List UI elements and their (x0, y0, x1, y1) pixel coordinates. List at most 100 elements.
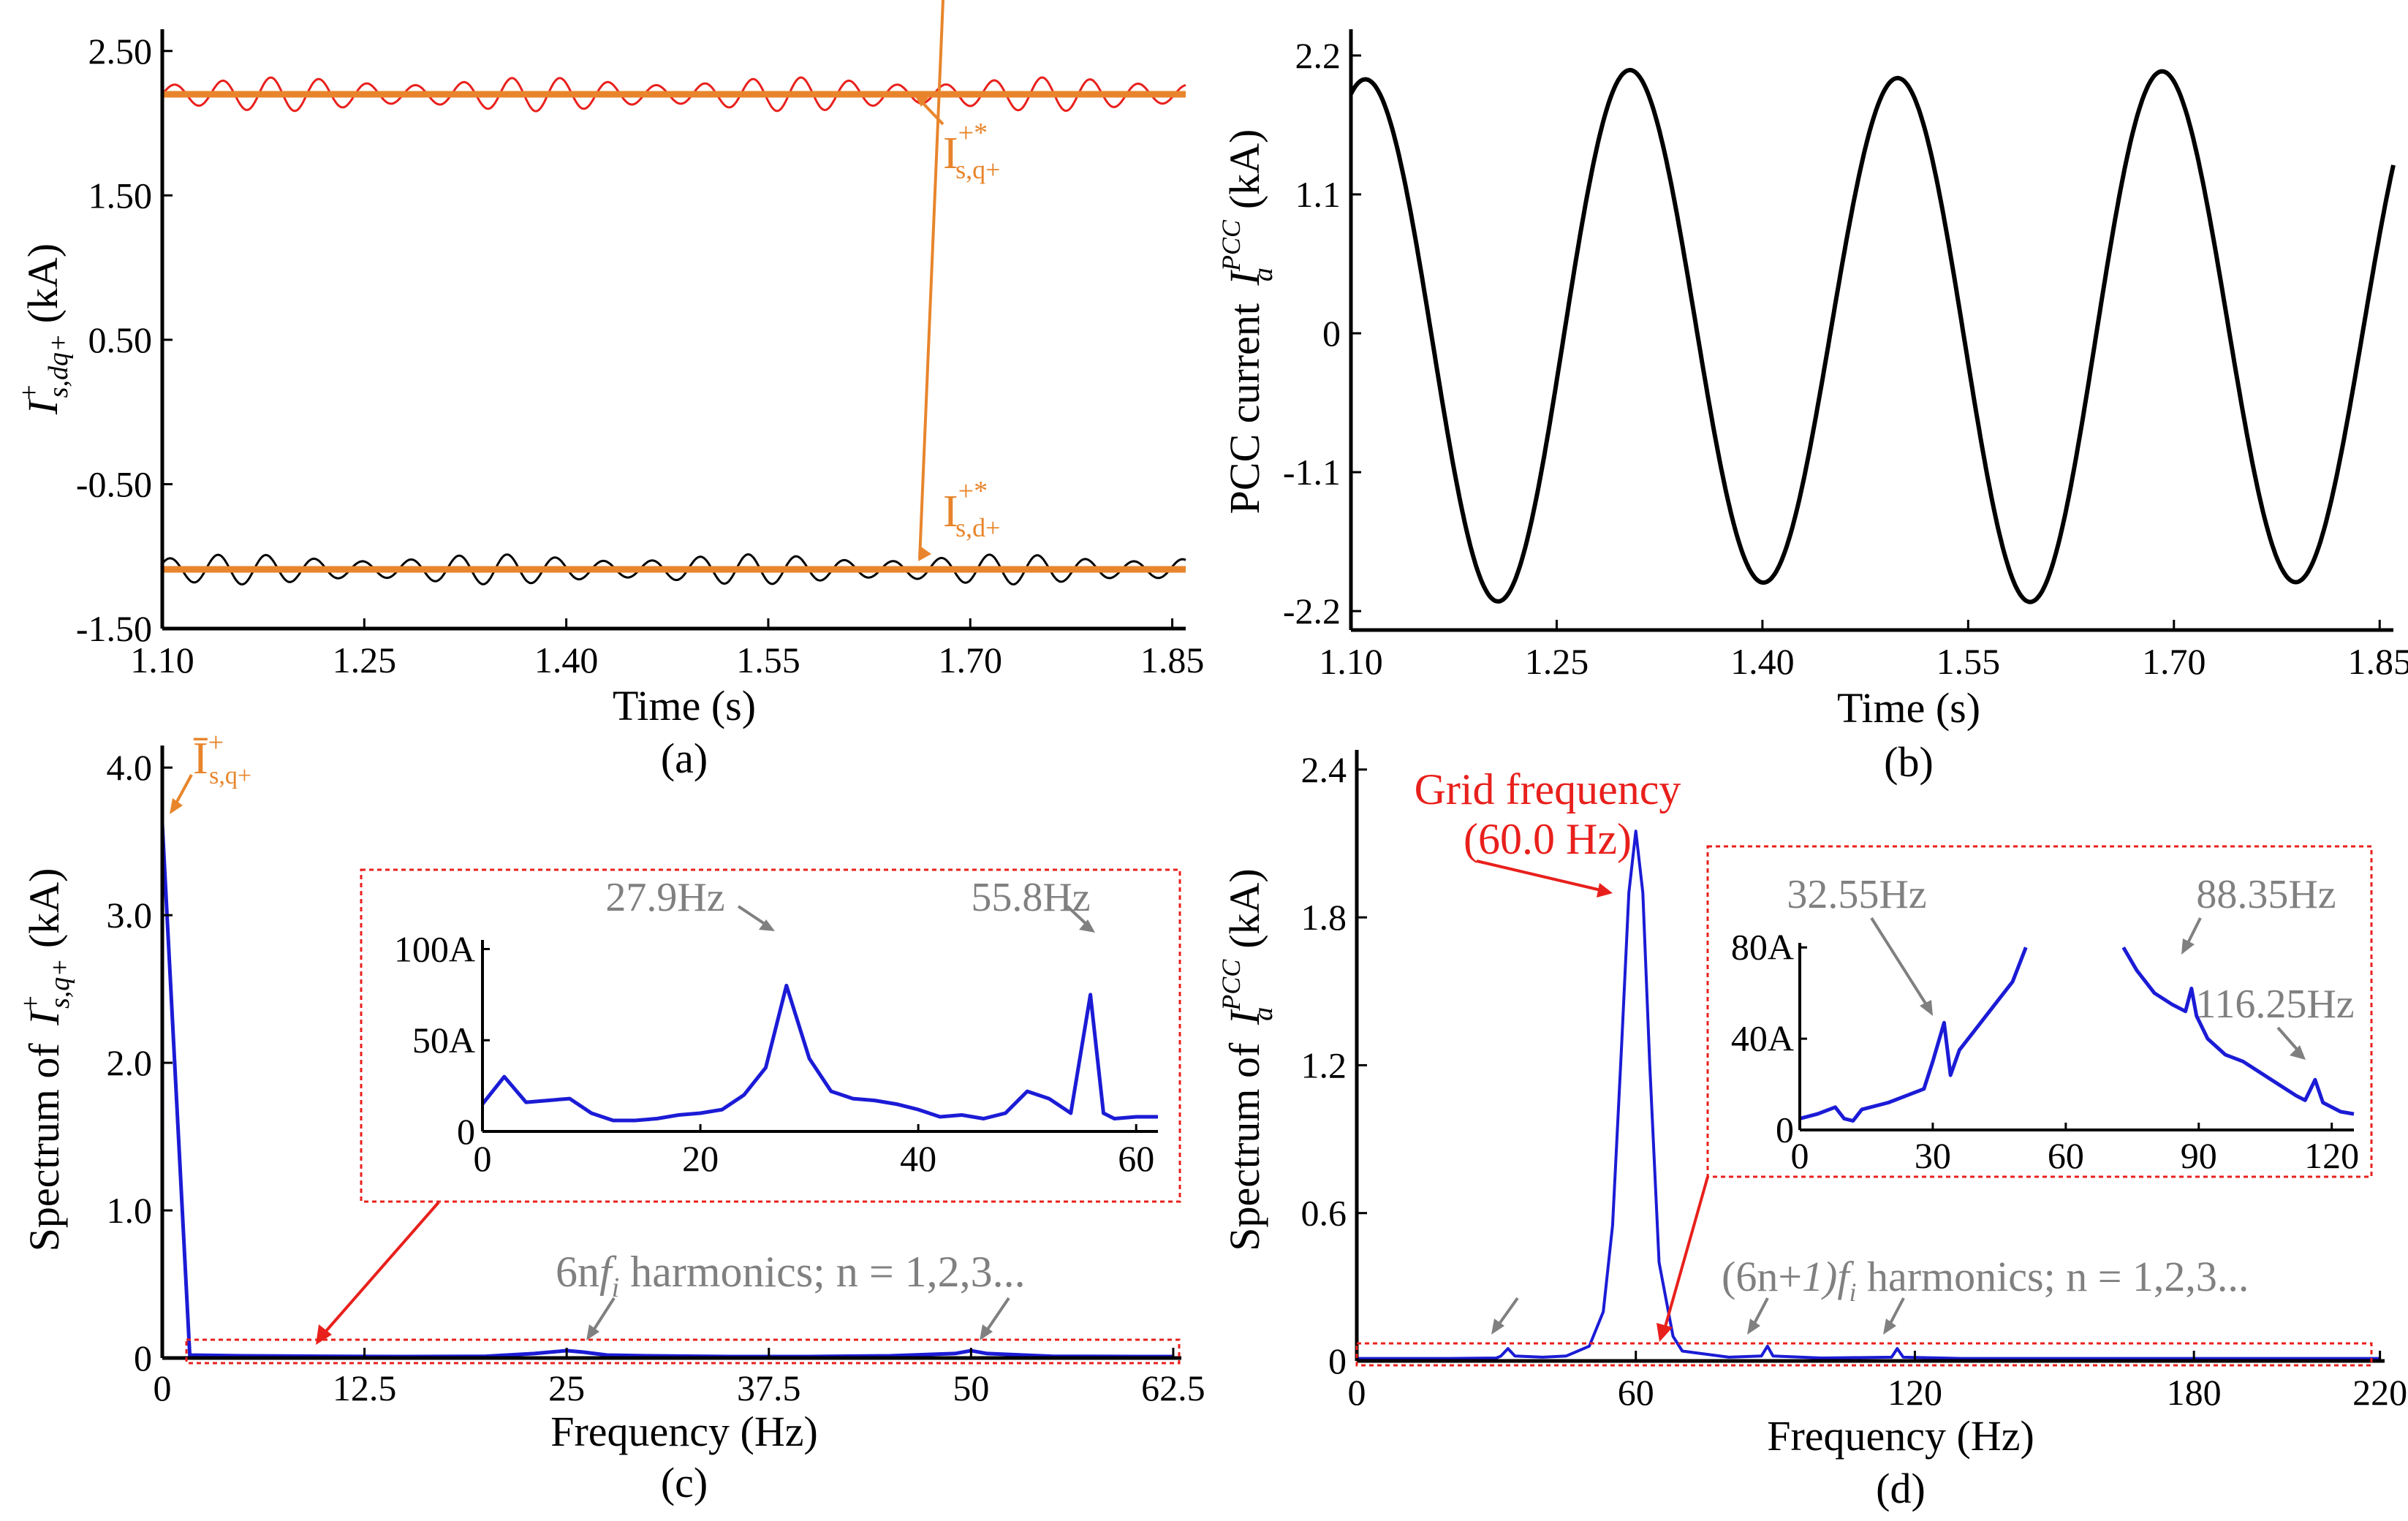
d-inset-x-ticks: 0 30 60 90 120 (1791, 1123, 2359, 1176)
d-y-tick-label: 0 (1328, 1340, 1347, 1381)
a-annotation-q-sub: s,q+ (955, 155, 1000, 184)
d-zoom-arrow (1662, 1176, 1709, 1332)
c-x-tick-label: 37.5 (737, 1368, 801, 1408)
d-inset-peak-1-label: 32.55Hz (1787, 872, 1926, 917)
c-zoom-region (185, 1338, 1181, 1365)
d-inset-series-left (1799, 947, 2028, 1123)
b-ylabel-sup: PCC (1216, 219, 1246, 272)
c-inset-frame (360, 868, 1181, 1203)
a-annotation-d-main: I (943, 487, 958, 536)
c-inset-x-tick-label: 0 (474, 1138, 492, 1179)
a-annotation-d-sup: +* (958, 476, 988, 507)
d-inset-peak-3-label: 116.25Hz (2195, 982, 2354, 1027)
b-ylabel-prefix: PCC current (1221, 303, 1268, 514)
c-inset-x-tick-label: 20 (682, 1138, 719, 1179)
d-harmonics-i: i (1849, 1278, 1856, 1307)
c-x-tick-label: 25 (548, 1368, 585, 1408)
svg-text:I+s,dq+(kA): I+s,dq+ (kA) (14, 243, 74, 415)
d-y-ticks: 2.4 1.8 1.2 0.6 0 (1301, 749, 1367, 1381)
panel-a: 1.10 1.25 1.40 1.55 1.70 1.85 2.50 1.50 0.50 -0.… (14, 0, 1204, 782)
d-ylabel-sup: PCC (1216, 959, 1246, 1012)
a-y-tick-label: 2.50 (88, 31, 153, 72)
a-ylabel: I+s,dq+ (kA) (14, 243, 74, 415)
c-ylabel-sub: s,q+ (45, 958, 75, 1009)
b-y-tick-label: -1.1 (1283, 452, 1341, 493)
a-annotation-q-sup: +* (958, 118, 988, 148)
c-inset-x-tick-label: 40 (900, 1138, 936, 1179)
d-series-group (1357, 830, 2380, 1360)
svg-text:I+*s,d+: I+* s,d+ (943, 476, 1000, 542)
a-y-ticks: 2.50 1.50 0.50 -0.50 -1.50 (76, 31, 173, 649)
d-harmonics-1: 1) (1802, 1253, 1837, 1300)
b-x-tick-label: 1.85 (2347, 641, 2408, 682)
c-y-tick-label: 3.0 (107, 895, 153, 936)
d-harmonics-label: (6n+1)fi harmonics; n = 1,2,3... (1722, 1253, 2249, 1307)
b-y-tick-label: -2.2 (1283, 591, 1341, 631)
d-caption: (d) (1876, 1465, 1926, 1512)
d-harmonic-arrows (1491, 1297, 1905, 1335)
d-harmonic-arrowhead-1 (1491, 1319, 1504, 1335)
d-inset-peak-2-label: 88.35Hz (2196, 872, 2336, 917)
a-ylabel-main: I (19, 398, 67, 415)
b-x-tick-label: 1.70 (2142, 641, 2206, 682)
c-inset-peak-1-label: 27.9Hz (605, 875, 724, 920)
d-zoom-region (1355, 1342, 2373, 1367)
b-axes (1349, 29, 2393, 632)
c-ylabel-unit: (kA) (20, 868, 68, 949)
c-annotation-mean-main: Ī (193, 734, 208, 784)
d-inset-x-tick-label: 90 (2181, 1135, 2217, 1176)
d-axes (1355, 750, 2385, 1363)
c-zoom-arrowhead (316, 1324, 332, 1345)
c-x-tick-label: 50 (953, 1368, 989, 1408)
a-series-q-line (161, 76, 1186, 113)
d-grid-frequency-line2: (60.0 Hz) (1464, 815, 1632, 863)
c-annotation-mean: Ī+ s,q+ (170, 727, 251, 814)
d-inset-peak-1-arrow (1870, 917, 1928, 1007)
a-y-tick-label: 0.50 (88, 319, 153, 360)
a-series-group (161, 76, 1186, 585)
a-x-tick-label: 1.55 (736, 640, 800, 680)
b-series-line (1349, 67, 2396, 604)
a-x-ticks: 1.10 1.25 1.40 1.55 1.70 1.85 (130, 618, 1204, 680)
d-inset-peak-3-arrow (2276, 1026, 2301, 1054)
b-x-tick-label: 1.40 (1730, 641, 1795, 682)
c-zoom-arrow (320, 1201, 440, 1338)
a-x-tick-label: 1.85 (1140, 640, 1205, 680)
d-harmonic-arrowhead-2 (1747, 1319, 1760, 1335)
a-x-tick-label: 1.25 (333, 640, 397, 680)
d-inset-y-tick-label: 0 (1776, 1109, 1794, 1150)
d-x-tick-label: 120 (1888, 1372, 1942, 1413)
a-series-d-line (161, 553, 1186, 585)
b-y-tick-label: 1.1 (1295, 174, 1341, 215)
c-annotation-mean-arrowhead (170, 798, 183, 814)
c-y-tick-label: 1.0 (107, 1190, 153, 1231)
b-ylabel-main: I (1221, 270, 1268, 287)
svg-text:Ī+s,q+: Ī+ s,q+ (193, 727, 251, 789)
d-inset-peak-2-arrowhead (2181, 938, 2195, 955)
c-inset-x-tick-label: 60 (1118, 1138, 1154, 1179)
c-x-ticks: 0 12.5 25 37.5 50 62.5 (154, 1348, 1205, 1408)
svg-text:PCC current IPCCa(kA): PCC current IPCCa (kA) (1216, 129, 1279, 515)
b-series-group (1349, 67, 2396, 604)
c-inset-peak-2-label: 55.8Hz (971, 875, 1090, 920)
d-series-line (1357, 830, 2380, 1360)
a-annotation-q: I+* s,q+ (912, 92, 1000, 184)
svg-text:Spectrum of I+s,q+(kA): Spectrum of I+s,q+ (kA) (15, 868, 75, 1252)
c-harmonic-arrowhead-1 (586, 1324, 599, 1340)
b-y-tick-label: 0 (1322, 313, 1341, 354)
a-x-tick-label: 1.10 (130, 640, 194, 680)
d-grid-frequency-line1: Grid frequency (1415, 765, 1681, 813)
c-inset-x-ticks: 0 20 40 60 (474, 1124, 1154, 1179)
a-annotation-d-arrow (918, 0, 944, 560)
d-x-tick-label: 60 (1618, 1372, 1654, 1413)
c-inset-peak-2-arrowhead (1079, 919, 1095, 933)
b-ylabel: PCC current IPCCa (kA) (1216, 129, 1279, 515)
a-ylabel-sup: + (14, 384, 45, 400)
d-inset (1798, 943, 2355, 1131)
a-y-tick-label: -1.50 (76, 608, 152, 649)
b-ylabel-sub: a (1248, 268, 1279, 281)
c-ylabel-main: I (20, 1009, 68, 1026)
d-x-tick-label: 180 (2167, 1372, 2222, 1413)
c-harmonic-arrows (586, 1297, 1010, 1340)
